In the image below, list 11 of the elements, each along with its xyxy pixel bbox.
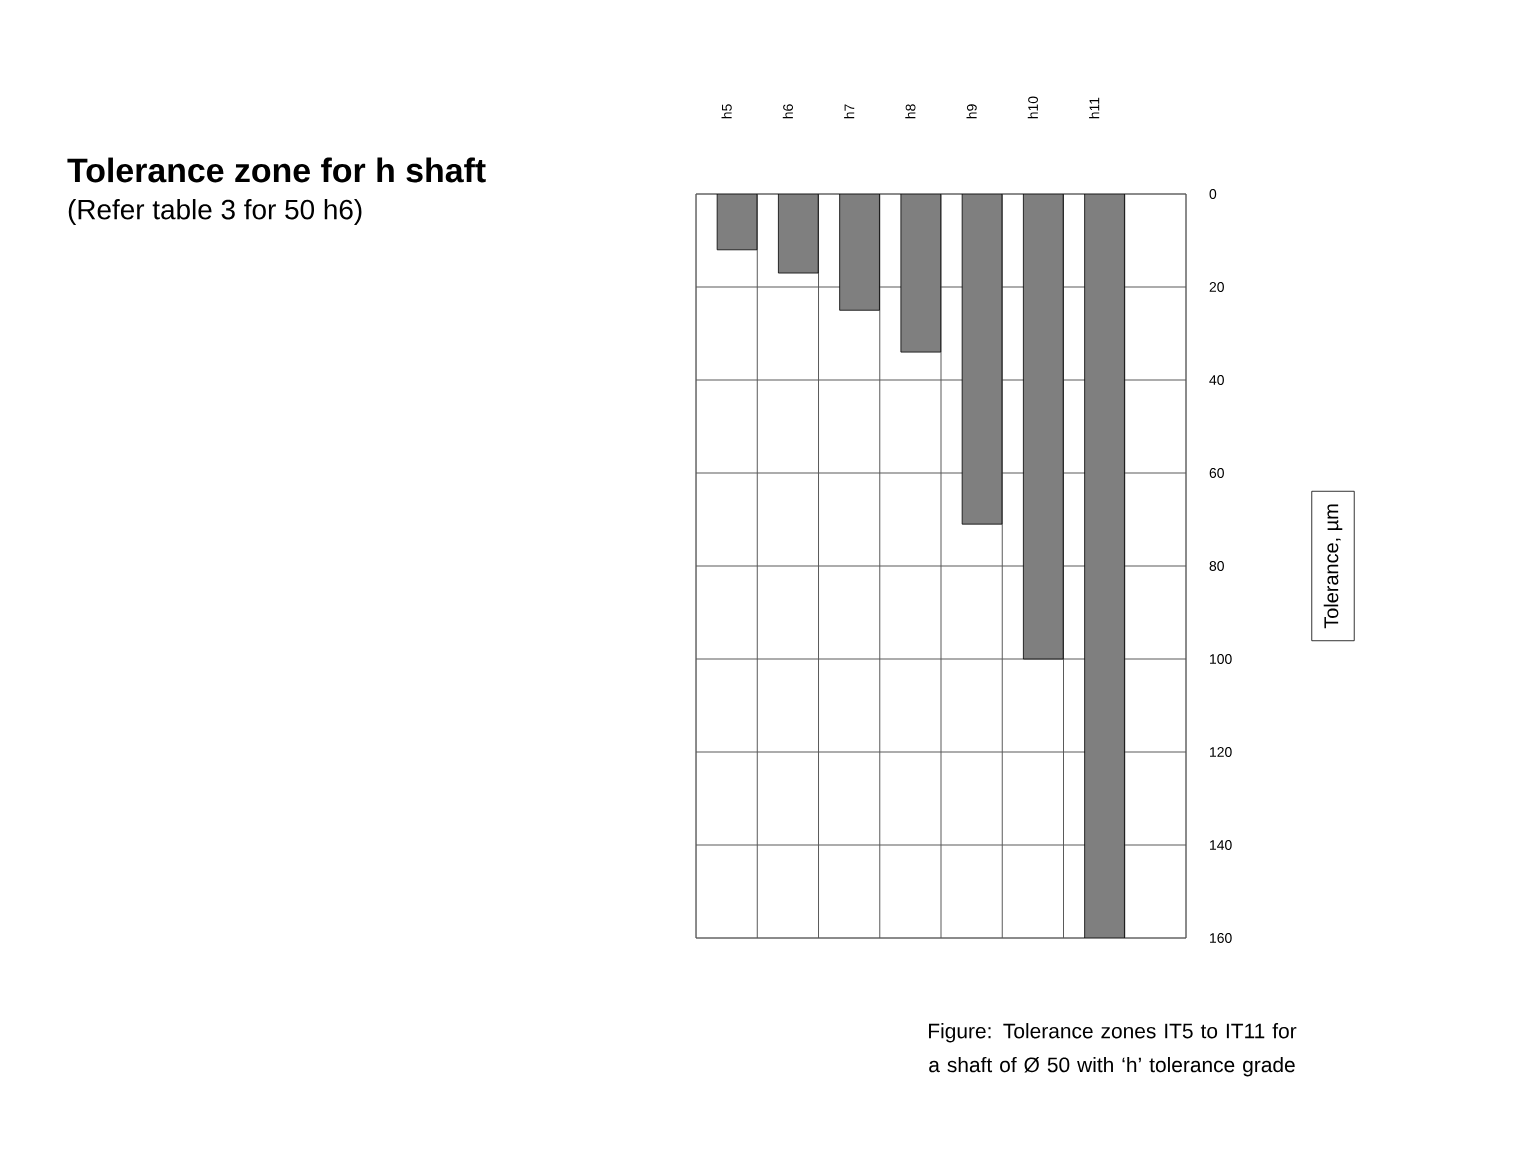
text: (Refer table 3 for 50 h6) (68, 198, 362, 225)
text: Figure: Tolerance zones IT5 to IT11 for a shaft of Ø 50 with ‘h’ tolerance grade (929, 1023, 1297, 1077)
bar (778, 194, 819, 274)
bar (961, 194, 1003, 525)
bar (839, 194, 880, 311)
text: Tolerance zone for h shaft (67, 157, 486, 183)
bar (900, 194, 942, 353)
y-axis-title: Tolerance, µm (1323, 504, 1343, 629)
bar (716, 194, 758, 251)
bar (1022, 194, 1064, 660)
bar (1084, 194, 1125, 939)
